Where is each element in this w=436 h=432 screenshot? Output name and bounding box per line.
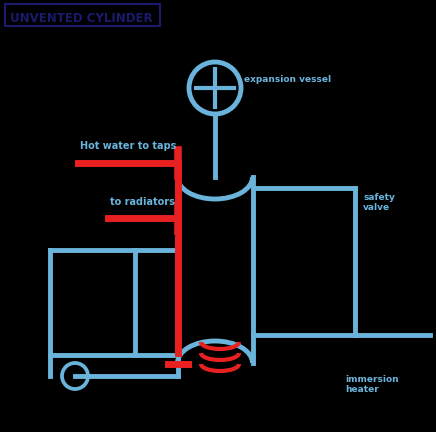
Text: expansion vessel: expansion vessel xyxy=(244,76,331,85)
Text: to radiators: to radiators xyxy=(109,197,174,207)
Text: immersion
heater: immersion heater xyxy=(345,375,399,394)
Text: Hot water to taps: Hot water to taps xyxy=(79,141,176,151)
Text: safety
valve: safety valve xyxy=(363,193,395,213)
Text: UNVENTED CYLINDER: UNVENTED CYLINDER xyxy=(10,12,153,25)
